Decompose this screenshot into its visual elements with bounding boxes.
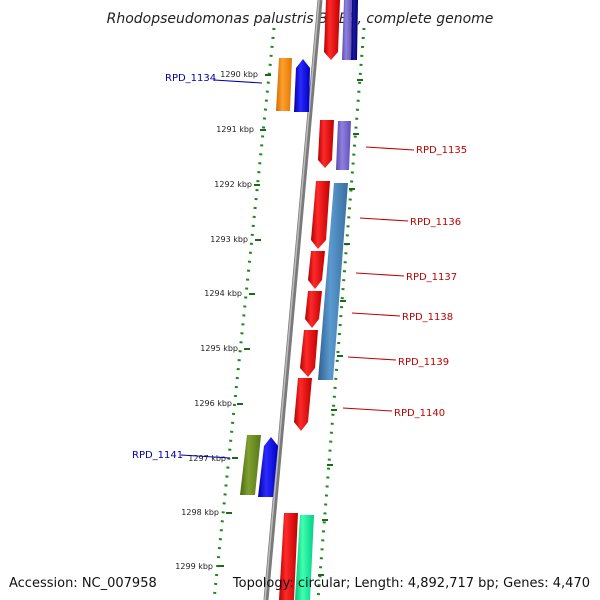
gene-feature: [258, 437, 278, 497]
gene-label-rpd-1137[interactable]: RPD_1137: [406, 272, 457, 283]
tick-marks: [218, 74, 363, 576]
tick-label: 1291 kbp: [216, 125, 254, 134]
tick-label: 1298 kbp: [181, 508, 219, 517]
gene-labels: RPD_1134 RPD_1135 RPD_1136 RPD_1137 RPD_…: [132, 73, 467, 461]
gene-feature: [324, 0, 340, 60]
gene-feature: [351, 0, 358, 60]
gene-feature-rpd-1134: [276, 58, 292, 111]
kbp-tick-labels: 1290 kbp 1291 kbp 1292 kbp 1293 kbp 1294…: [175, 70, 258, 571]
gene-feature: [295, 515, 314, 600]
genome-summary-text: Topology: circular; Length: 4,892,717 bp…: [232, 576, 590, 591]
gene-label-rpd-1139[interactable]: RPD_1139: [398, 357, 449, 368]
gene-feature-rpd-1140: [294, 378, 312, 431]
gene-feature: [294, 59, 310, 112]
gene-label-rpd-1141[interactable]: RPD_1141: [132, 450, 183, 461]
gene-feature: [336, 121, 351, 170]
tick-label: 1290 kbp: [220, 70, 258, 79]
outer-dotted-ring: [212, 27, 276, 600]
tick-label: 1293 kbp: [210, 235, 248, 244]
inner-dotted-ring: [316, 27, 366, 600]
gene-feature: [342, 0, 352, 60]
gene-label-rpd-1138[interactable]: RPD_1138: [402, 312, 453, 323]
gene-feature-rpd-1138: [305, 291, 322, 328]
tick-label: 1297 kbp: [188, 454, 226, 463]
gene-feature-rpd-1141: [240, 435, 261, 495]
gene-feature-rpd-1136: [311, 181, 330, 249]
gene-feature-rpd-1137: [308, 251, 325, 289]
tick-label: 1299 kbp: [175, 562, 213, 571]
label-leaders: [180, 79, 415, 459]
tick-label: 1296 kbp: [194, 399, 232, 408]
gene-label-rpd-1136[interactable]: RPD_1136: [410, 217, 461, 228]
gene-feature-rpd-1139: [300, 330, 318, 377]
gene-feature: [279, 513, 298, 600]
gene-feature-rpd-1135: [318, 120, 334, 168]
map-title: Rhodopseudomonas palustris BisB5, comple…: [107, 11, 494, 27]
gene-feature-rpd-1136-steel: [318, 183, 348, 380]
gene-label-rpd-1140[interactable]: RPD_1140: [394, 408, 445, 419]
gene-label-rpd-1134[interactable]: RPD_1134: [165, 73, 216, 84]
tick-label: 1292 kbp: [214, 180, 252, 189]
gene-label-rpd-1135[interactable]: RPD_1135: [416, 145, 467, 156]
tick-label: 1295 kbp: [200, 344, 238, 353]
accession-text: Accession: NC_007958: [9, 576, 157, 591]
genome-backbone: [263, 0, 323, 600]
tick-label: 1294 kbp: [204, 289, 242, 298]
